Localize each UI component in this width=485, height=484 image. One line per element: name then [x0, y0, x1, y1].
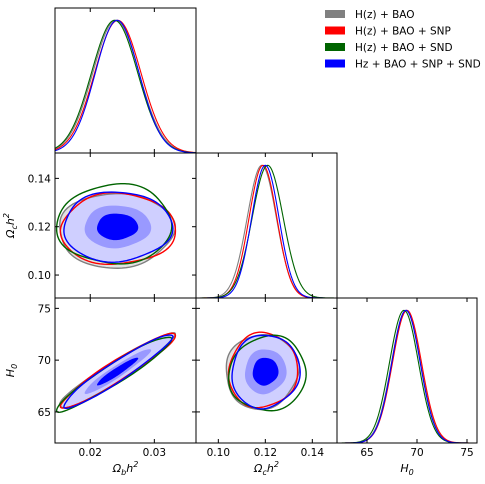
- pdf-omega_b-H(z) + BAO: [55, 19, 196, 153]
- x-tick-label: 0.10: [207, 447, 230, 459]
- pdf-omega_b-H(z) + BAO + SNP: [55, 19, 196, 153]
- contour-line-Hz + BAO + SNP + SND: [231, 334, 301, 410]
- x-axis-label-omega-b: Ωbh2: [112, 460, 139, 477]
- x-tick-label: 0.03: [143, 447, 166, 459]
- legend-entry: H(z) + BAO + SND: [355, 42, 453, 54]
- panel-omega_c-vs-H0: [225, 331, 307, 412]
- x-tick-label: 0.02: [79, 447, 102, 459]
- pdf-H0-H(z) + BAO: [337, 309, 477, 443]
- x-tick-label: 0.14: [301, 447, 325, 459]
- contour-core-Hz + BAO + SNP + SND: [97, 213, 139, 241]
- y-tick-label: 0.12: [28, 222, 51, 234]
- pdf-H0-H(z) + BAO + SNP: [337, 309, 477, 443]
- panel-1d-H0: [337, 309, 477, 443]
- x-tick-label: 70: [410, 447, 423, 459]
- legend-entry: Hz + BAO + SNP + SND: [355, 59, 481, 71]
- x-tick-label: 75: [460, 447, 473, 459]
- pdf-omega_c-H(z) + BAO + SNP: [196, 164, 337, 298]
- x-tick-label: 65: [360, 447, 373, 459]
- panel-frame: [195, 297, 338, 444]
- contour-core-Hz + BAO + SNP + SND: [97, 357, 139, 386]
- panel-frame: [195, 152, 338, 299]
- pdf-H0-H(z) + BAO + SND: [337, 309, 477, 443]
- x-axis-label-H0: H0: [400, 462, 413, 477]
- panel-omega_b-vs-H0: [55, 332, 177, 413]
- contour-line-H(z) + BAO + SND: [227, 334, 307, 412]
- panel-1d-omega_b: [55, 19, 196, 153]
- y-axis-label-omega-c: Ωch2: [2, 213, 19, 239]
- x-axis-label-omega-c: Ωch2: [253, 460, 279, 477]
- panels-layer: 0.02 0.03 0.10 0.12 0.14 65 70 75 0.10 0.12 0.14 65…: [2, 7, 478, 477]
- pdf-omega_c-Hz + BAO + SNP + SND: [196, 164, 337, 298]
- contour-core-Hz + BAO + SNP + SND: [252, 357, 279, 386]
- panel-frame: [336, 297, 478, 444]
- y-tick-label: 65: [38, 407, 51, 419]
- pdf-omega_c-H(z) + BAO + SND: [196, 164, 337, 298]
- contour-line-Hz + BAO + SNP + SND: [63, 191, 174, 263]
- legend-swatch: [325, 10, 345, 18]
- legend-swatch: [325, 59, 345, 68]
- y-axis-label-H0: H0: [4, 364, 19, 377]
- legend-swatch: [325, 26, 345, 35]
- legend-entry: H(z) + BAO: [355, 9, 415, 21]
- pdf-omega_b-H(z) + BAO + SND: [55, 19, 196, 153]
- x-tick-label: 0.12: [254, 447, 277, 459]
- pdf-omega_c-H(z) + BAO: [196, 164, 337, 298]
- contour-line-H(z) + BAO + SND: [55, 182, 173, 265]
- y-tick-label: 0.14: [28, 173, 52, 185]
- y-tick-label: 70: [38, 355, 51, 367]
- panel-omega_b-vs-omega_c: [55, 182, 177, 269]
- legend-swatch: [325, 43, 345, 51]
- y-tick-label: 0.10: [28, 270, 51, 282]
- y-tick-label: 75: [38, 303, 51, 315]
- panel-1d-omega_c: [196, 164, 337, 298]
- pdf-omega_b-Hz + BAO + SNP + SND: [55, 19, 196, 153]
- pdf-H0-Hz + BAO + SNP + SND: [337, 309, 477, 443]
- legend: H(z) + BAO H(z) + BAO + SNP H(z) + BAO + S…: [325, 9, 481, 71]
- contour-line-Hz + BAO + SNP + SND: [63, 334, 174, 410]
- legend-entry: H(z) + BAO + SNP: [355, 26, 451, 38]
